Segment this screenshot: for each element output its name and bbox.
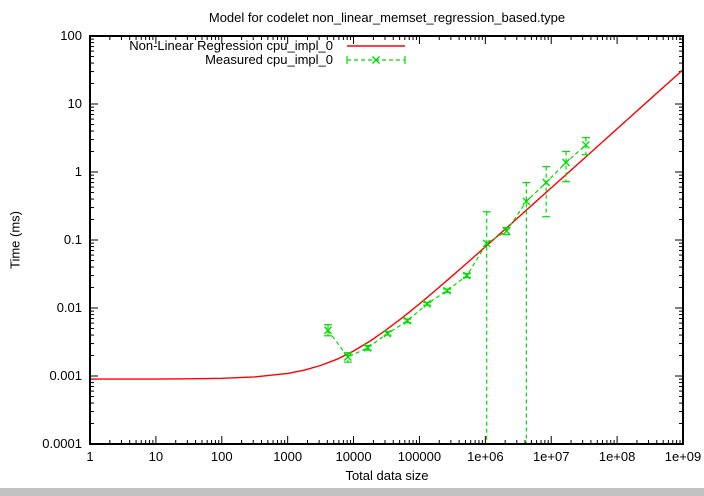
x-tick-label: 100	[211, 449, 233, 464]
legend-label-measured: Measured cpu_impl_0	[205, 52, 333, 67]
measured-point-marker	[403, 316, 412, 325]
y-tick-label: 0.001	[49, 368, 82, 383]
legend-sample-svg-measured	[346, 56, 406, 64]
measured-point-marker	[383, 329, 392, 338]
legend-line-sample-regression	[345, 39, 407, 53]
legend-marker-x	[372, 56, 380, 64]
chart-title: Model for codelet non_linear_memset_regr…	[208, 10, 566, 25]
measured-point-marker	[482, 239, 491, 248]
x-tick-label: 1e+07	[533, 449, 570, 464]
measured-point-marker	[542, 178, 551, 187]
plot-border	[89, 35, 684, 445]
measured-point-marker	[462, 271, 471, 280]
legend: Non-Linear Regression cpu_impl_0 Measure…	[0, 39, 407, 67]
measured-point-marker	[363, 343, 372, 352]
measured-point-marker	[443, 286, 452, 295]
x-tick-label: 1	[86, 449, 93, 464]
x-tick-label: 10000	[335, 449, 371, 464]
measured-point-marker	[502, 227, 511, 236]
x-tick-label: 100000	[398, 449, 441, 464]
y-tick-label: 0.0001	[42, 436, 82, 451]
y-axis-title: Time (ms)	[7, 210, 23, 270]
measured-point-marker	[522, 197, 531, 206]
x-axis-title: Total data size	[345, 468, 429, 483]
y-tick-label: 10	[68, 96, 82, 111]
measured-point-marker	[343, 353, 352, 362]
legend-line-sample-measured	[345, 53, 407, 67]
legend-item-measured: Measured cpu_impl_0	[205, 53, 407, 67]
y-tick-label: 100	[60, 28, 82, 43]
measured-point-marker	[562, 158, 571, 167]
regression-curve	[90, 69, 684, 380]
x-tick-label: 1e+09	[665, 449, 702, 464]
x-tick-label: 1e+06	[467, 449, 504, 464]
measured-line	[327, 144, 587, 358]
y-tick-label: 0.01	[57, 300, 82, 315]
measured-point-marker	[423, 299, 432, 308]
x-tick-label: 1e+08	[599, 449, 636, 464]
legend-item-regression: Non-Linear Regression cpu_impl_0	[129, 39, 407, 53]
legend-sample-svg-regression	[347, 45, 405, 47]
measured-point-marker	[324, 326, 333, 335]
window-bottom-bar	[0, 488, 704, 496]
legend-label-regression: Non-Linear Regression cpu_impl_0	[129, 38, 333, 53]
y-tick-label: 1	[75, 164, 82, 179]
x-tick-label: 1000	[273, 449, 302, 464]
x-tick-label: 10	[149, 449, 163, 464]
measured-point-marker	[581, 140, 590, 149]
y-tick-label: 0.1	[64, 232, 82, 247]
